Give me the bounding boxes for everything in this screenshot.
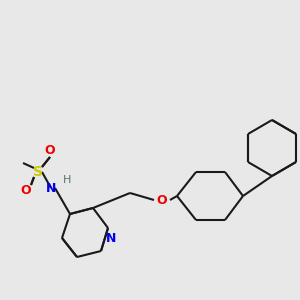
Text: N: N: [46, 182, 56, 194]
Text: N: N: [106, 232, 116, 244]
Text: O: O: [157, 194, 167, 206]
Text: S: S: [33, 165, 43, 179]
Text: O: O: [21, 184, 31, 196]
Text: O: O: [45, 143, 55, 157]
Text: H: H: [63, 175, 71, 185]
